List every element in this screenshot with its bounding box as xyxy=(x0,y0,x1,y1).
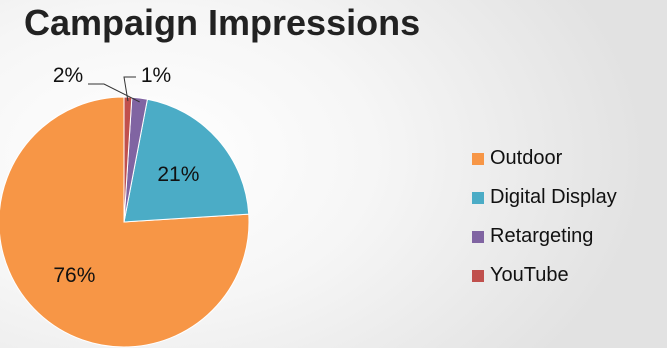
leader-line-retargeting xyxy=(88,83,140,103)
legend-swatch-outdoor xyxy=(472,152,484,165)
legend-item-retargeting: Retargeting xyxy=(472,217,617,256)
leader-line-youtube xyxy=(123,76,136,102)
legend-swatch-youtube xyxy=(472,269,484,282)
pie-slice-youtube xyxy=(123,96,133,223)
legend-item-youtube: YouTube xyxy=(472,256,617,295)
data-label-outdoor: 76% xyxy=(53,264,95,287)
data-label-digital-display: 21% xyxy=(157,163,199,186)
legend-label-retargeting: Retargeting xyxy=(490,225,594,247)
chart-title: Campaign Impressions xyxy=(24,2,421,43)
legend-swatch-digital-display xyxy=(472,191,484,204)
legend-item-digital-display: Digital Display xyxy=(472,178,617,217)
chart-legend: Outdoor Digital Display Retargeting YouT… xyxy=(472,139,617,295)
data-label-youtube: 1% xyxy=(141,64,171,87)
legend-swatch-retargeting xyxy=(472,230,484,243)
legend-label-youtube: YouTube xyxy=(490,264,569,286)
data-label-retargeting: 2% xyxy=(53,64,83,87)
legend-label-outdoor: Outdoor xyxy=(490,147,563,169)
pie-slice-digital-display xyxy=(123,98,250,223)
legend-label-digital-display: Digital Display xyxy=(490,186,617,208)
legend-item-outdoor: Outdoor xyxy=(472,139,617,178)
